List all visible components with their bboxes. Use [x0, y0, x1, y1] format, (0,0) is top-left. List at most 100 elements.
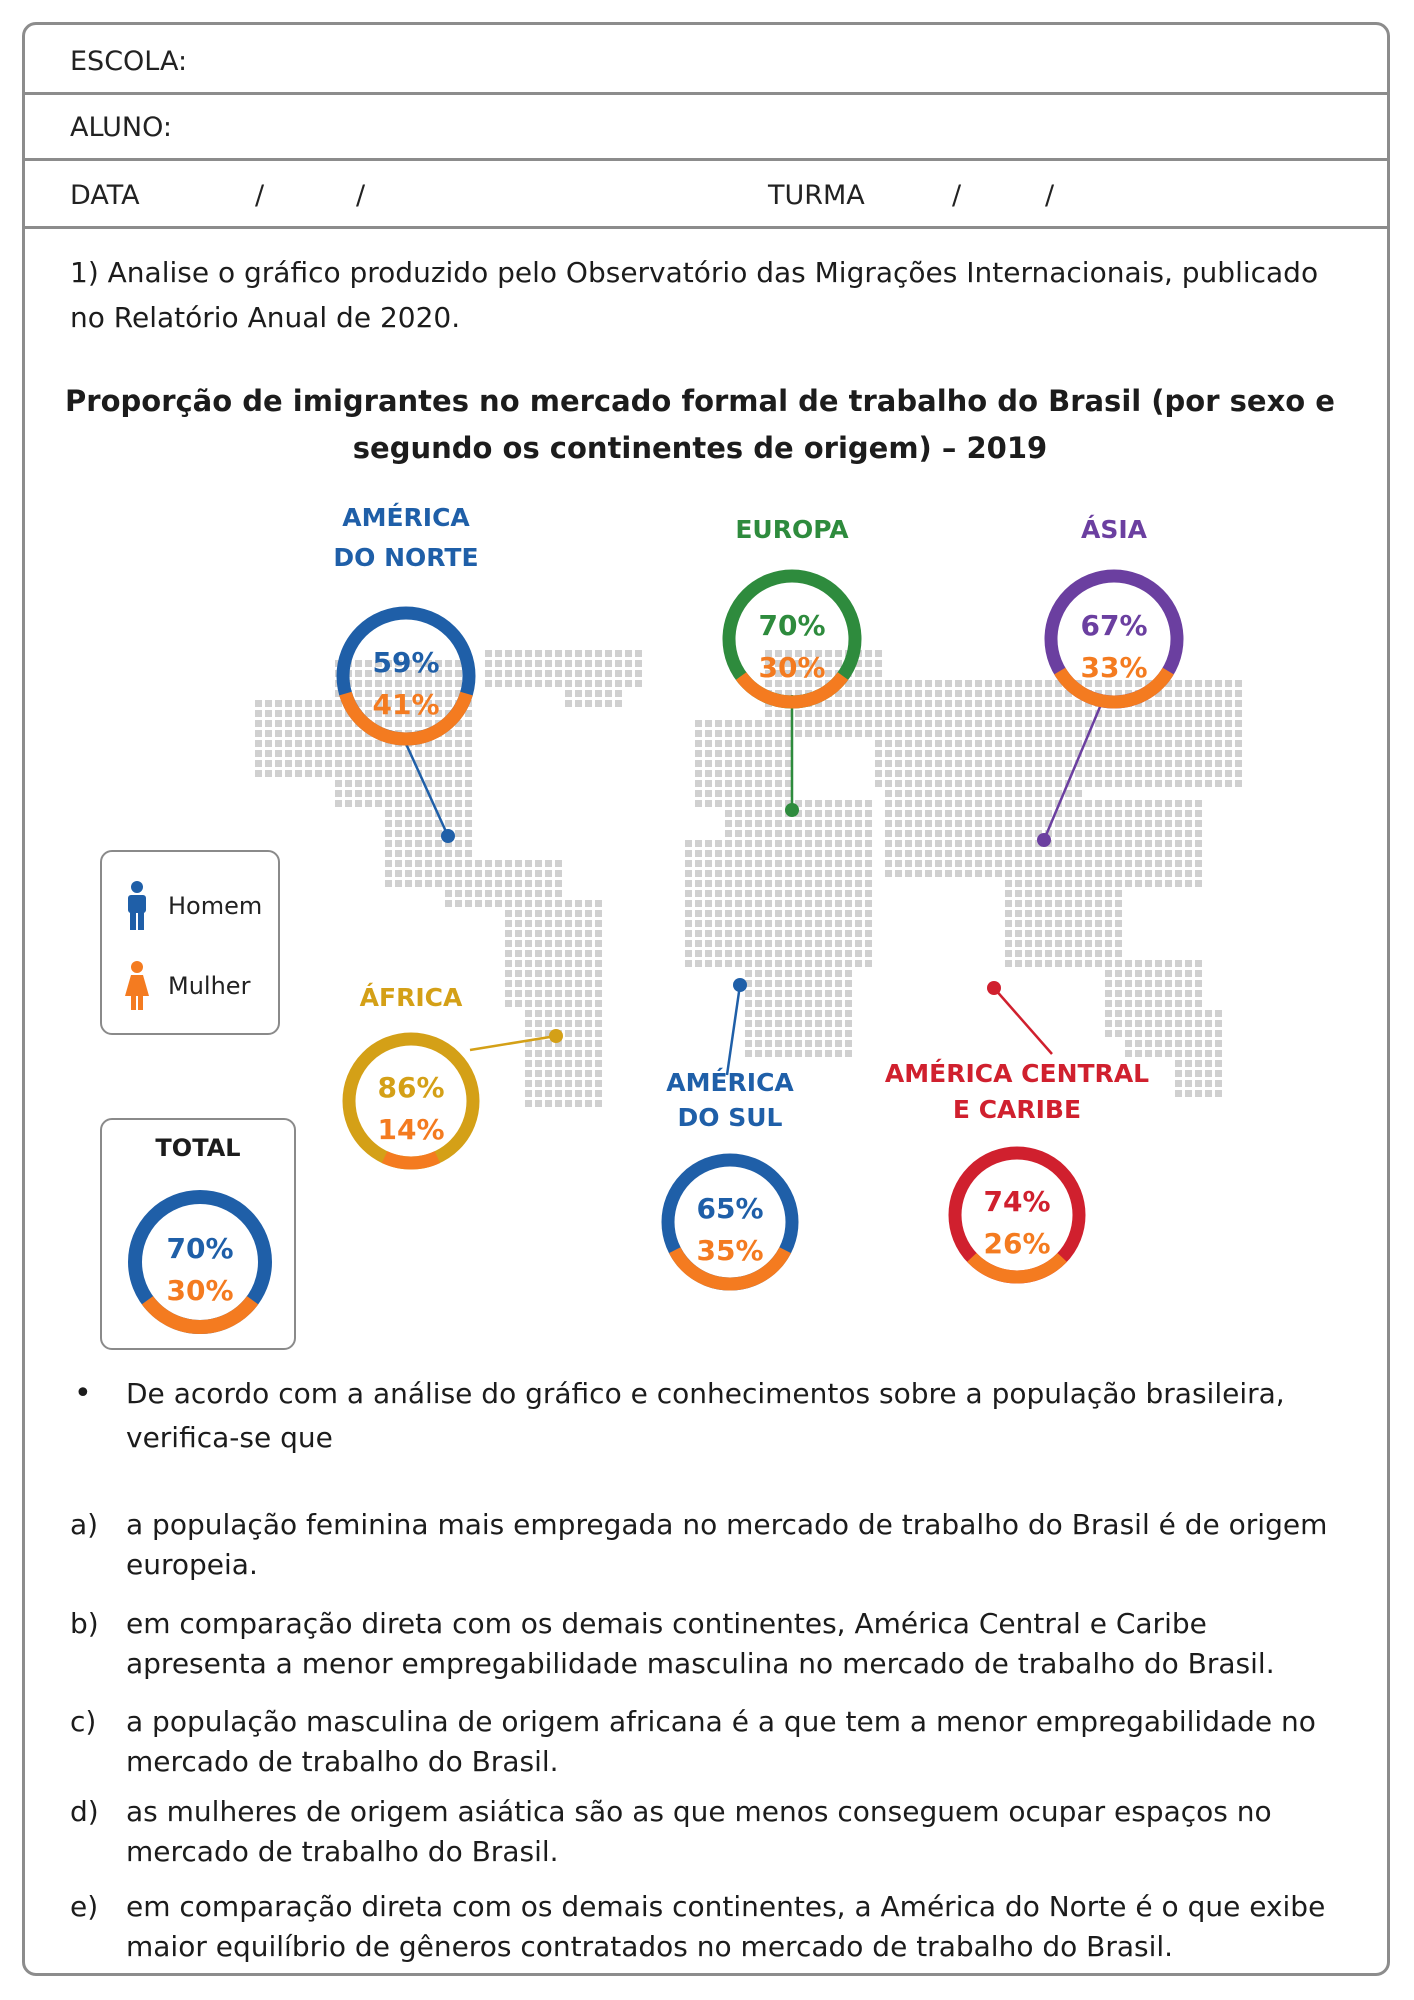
- map-dot: [1115, 1000, 1122, 1007]
- map-dot: [1045, 690, 1052, 697]
- map-dot: [435, 820, 442, 827]
- map-dot: [465, 830, 472, 837]
- map-dot: [385, 820, 392, 827]
- map-dot: [575, 1070, 582, 1077]
- map-dot: [805, 950, 812, 957]
- map-dot: [1015, 830, 1022, 837]
- map-dot: [1085, 880, 1092, 887]
- map-dot: [635, 680, 642, 687]
- map-dot: [555, 860, 562, 867]
- map-dot: [385, 690, 392, 697]
- map-dot: [295, 740, 302, 747]
- map-dot: [1055, 680, 1062, 687]
- map-dot: [1115, 780, 1122, 787]
- map-dot: [925, 840, 932, 847]
- map-dot: [1095, 830, 1102, 837]
- map-dot: [925, 870, 932, 877]
- map-dot: [815, 800, 822, 807]
- map-dot: [725, 730, 732, 737]
- map-dot: [545, 670, 552, 677]
- map-dot: [1165, 840, 1172, 847]
- map-dot: [935, 800, 942, 807]
- map-dot: [905, 850, 912, 857]
- option-a[interactable]: a) a população feminina mais empregada n…: [70, 1505, 1340, 1585]
- option-d[interactable]: d) as mulheres de origem asiática são as…: [70, 1792, 1340, 1872]
- map-dot: [545, 1030, 552, 1037]
- map-dot: [415, 840, 422, 847]
- map-dot: [505, 1000, 512, 1007]
- map-dot: [1135, 750, 1142, 757]
- map-dot: [915, 740, 922, 747]
- map-dot: [1195, 860, 1202, 867]
- map-dot: [445, 870, 452, 877]
- map-dot: [585, 910, 592, 917]
- map-dot: [875, 650, 882, 657]
- map-dot: [955, 830, 962, 837]
- map-dot: [545, 1020, 552, 1027]
- map-dot: [825, 920, 832, 927]
- map-dot: [275, 740, 282, 747]
- map-dot: [795, 820, 802, 827]
- map-dot: [545, 980, 552, 987]
- map-dot: [885, 840, 892, 847]
- map-dot: [795, 650, 802, 657]
- map-dot: [1155, 690, 1162, 697]
- map-dot: [545, 930, 552, 937]
- map-dot: [1035, 740, 1042, 747]
- map-dot: [885, 850, 892, 857]
- map-dot: [425, 810, 432, 817]
- map-dot: [255, 720, 262, 727]
- option-e[interactable]: e) em comparação direta com os demais co…: [70, 1887, 1340, 1967]
- map-dot: [935, 750, 942, 757]
- map-dot: [315, 700, 322, 707]
- map-dot: [555, 660, 562, 667]
- map-dot: [445, 860, 452, 867]
- map-dot: [305, 720, 312, 727]
- map-dot: [725, 910, 732, 917]
- map-dot: [735, 850, 742, 857]
- map-dot: [855, 660, 862, 667]
- option-c[interactable]: c) a população masculina de origem afric…: [70, 1702, 1340, 1782]
- map-dot: [735, 930, 742, 937]
- homem-percent: 70%: [758, 609, 825, 642]
- map-dot: [505, 960, 512, 967]
- map-dot: [835, 1020, 842, 1027]
- map-dot: [1155, 750, 1162, 757]
- map-dot: [905, 760, 912, 767]
- map-dot: [995, 760, 1002, 767]
- map-dot: [1005, 940, 1012, 947]
- map-dot: [1165, 780, 1172, 787]
- map-dot: [1155, 850, 1162, 857]
- map-dot: [605, 660, 612, 667]
- map-dot: [855, 960, 862, 967]
- map-dot: [445, 740, 452, 747]
- map-dot: [1085, 740, 1092, 747]
- map-dot: [785, 1010, 792, 1017]
- map-dot: [985, 740, 992, 747]
- map-dot: [845, 880, 852, 887]
- map-dot: [465, 870, 472, 877]
- map-dot: [1165, 730, 1172, 737]
- map-dot: [595, 670, 602, 677]
- map-dot: [815, 880, 822, 887]
- map-dot: [1025, 740, 1032, 747]
- map-dot: [955, 700, 962, 707]
- map-dot: [505, 670, 512, 677]
- map-dot: [1215, 1040, 1222, 1047]
- homem-percent: 86%: [377, 1071, 444, 1104]
- map-dot: [425, 690, 432, 697]
- map-dot: [785, 750, 792, 757]
- map-dot: [315, 770, 322, 777]
- map-dot: [735, 830, 742, 837]
- map-dot: [1005, 870, 1012, 877]
- worksheet-border: [22, 22, 1390, 1976]
- map-dot: [365, 740, 372, 747]
- map-dot: [1095, 890, 1102, 897]
- map-dot: [915, 800, 922, 807]
- option-b[interactable]: b) em comparação direta com os demais co…: [70, 1604, 1340, 1684]
- map-dot: [455, 880, 462, 887]
- map-dot: [945, 720, 952, 727]
- map-dot: [565, 1100, 572, 1107]
- map-dot: [805, 980, 812, 987]
- map-dot: [1115, 810, 1122, 817]
